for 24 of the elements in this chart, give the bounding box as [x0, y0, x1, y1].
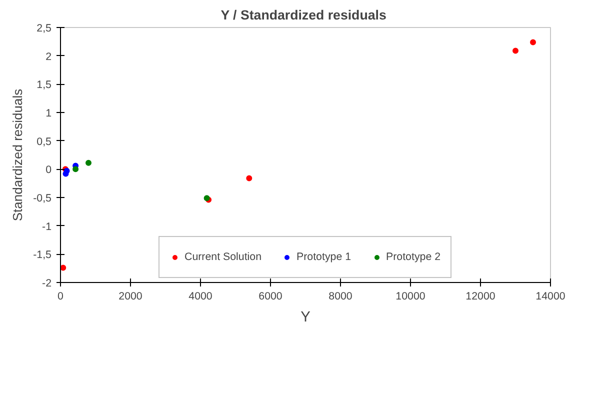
legend-label: Prototype 2: [386, 251, 441, 263]
x-tick-label: 6000: [258, 290, 282, 302]
y-axis-title: Standardized residuals: [10, 88, 26, 222]
y-tick-label: 0: [46, 164, 52, 176]
x-tick-label: 10000: [396, 290, 426, 302]
x-tick-label: 0: [58, 290, 64, 302]
x-tick-label: 2000: [118, 290, 142, 302]
x-tick-label: 4000: [188, 290, 212, 302]
chart-title: Y / Standardized residuals: [220, 8, 386, 22]
y-tick-label: -1: [42, 220, 52, 233]
y-tick-label: -1,5: [33, 249, 52, 262]
y-tick-label: 0,5: [36, 136, 52, 148]
y-tick-label: 1: [46, 108, 52, 120]
x-tick-label: 14000: [536, 290, 566, 302]
x-tick-label: 8000: [328, 290, 352, 302]
y-tick-label: -2: [42, 278, 52, 290]
x-tick-label: 12000: [466, 290, 496, 302]
legend-label: Prototype 1: [296, 251, 352, 263]
y-tick-label: 2,5: [36, 22, 52, 34]
y-tick-label: -0,5: [33, 192, 52, 204]
legend-label: Current Solution: [184, 251, 262, 263]
y-tick-label: 2: [46, 50, 52, 63]
y-tick-label: 1,5: [36, 79, 52, 92]
x-axis-title: Y: [300, 310, 311, 326]
